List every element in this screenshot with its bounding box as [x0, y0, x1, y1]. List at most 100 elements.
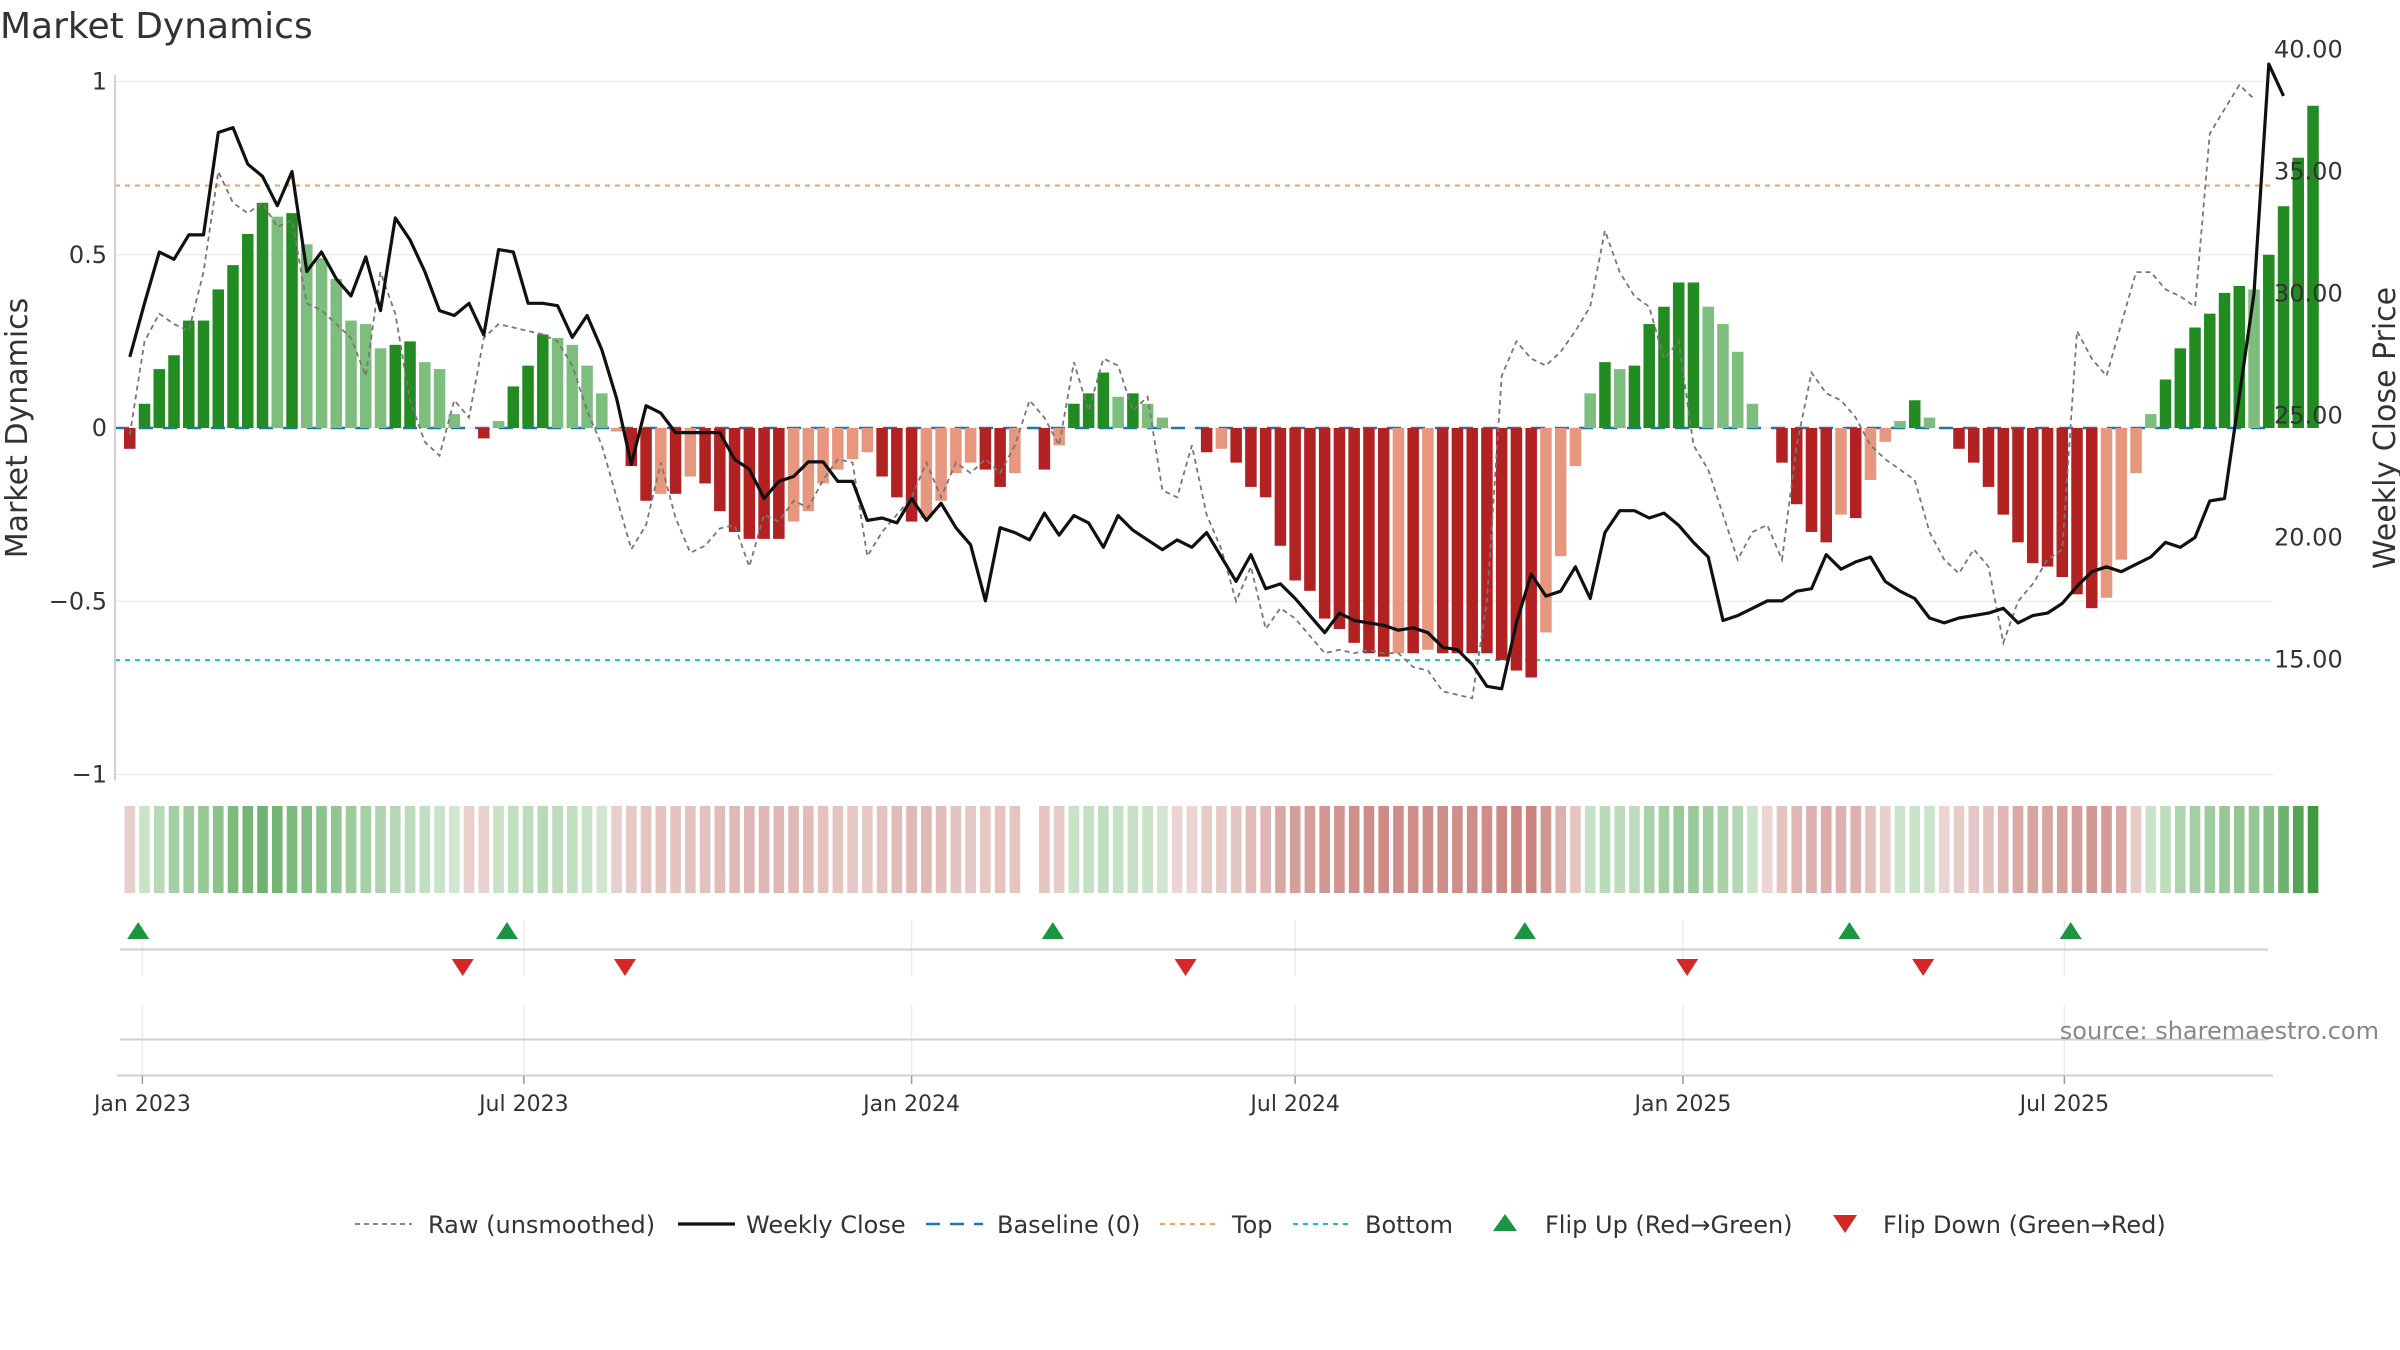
regime-cell [699, 806, 711, 893]
dynamics-bar [1849, 428, 1862, 519]
regime-cell [1363, 806, 1375, 893]
regime-cell [168, 806, 180, 893]
flip-up-marker [1041, 922, 1064, 939]
regime-cell [2145, 806, 2157, 893]
regime-cell [817, 806, 829, 893]
legend-item-flip_down: Flip Down (Green→Red) [1833, 1211, 2166, 1239]
dynamics-bar [1658, 306, 1670, 428]
dynamics-bar [1702, 306, 1714, 428]
regime-cell [286, 806, 298, 893]
regime-cell [1997, 806, 2009, 893]
flip-up-marker [1838, 922, 1861, 939]
grid-lines [115, 80, 2273, 1075]
dynamics-bar [2115, 428, 2128, 560]
regime-cell [1142, 806, 1153, 893]
dynamics-bar [964, 428, 977, 463]
dynamics-bar [684, 428, 697, 477]
regime-cell [1732, 806, 1744, 893]
dynamics-bar [1230, 428, 1242, 463]
date-tick-label: Jan 2025 [1632, 1092, 1731, 1117]
regime-cell [714, 806, 726, 893]
regime-cell [906, 806, 917, 893]
regime-cell [1570, 806, 1581, 893]
dynamics-bar [581, 365, 593, 428]
left-tick-label: −0.5 [49, 587, 107, 615]
dynamics-bar [1348, 428, 1360, 643]
regime-cell [2115, 806, 2127, 893]
dynamics-bar [1967, 428, 1980, 463]
source-label: source: sharemaestro.com [2060, 1017, 2379, 1045]
regime-cell [493, 806, 504, 893]
dynamics-bar [227, 265, 239, 428]
regime-cell [1717, 806, 1729, 893]
regime-cell [1289, 806, 1301, 893]
regime-cell [478, 806, 490, 893]
dynamics-bar [1053, 428, 1065, 446]
regime-cell [2160, 806, 2171, 893]
regime-cell [1171, 806, 1183, 893]
regime-cell [139, 806, 150, 893]
dynamics-bar [256, 202, 269, 428]
dynamics-bar [404, 341, 416, 428]
regime-cell [2056, 806, 2068, 893]
dynamics-bar [714, 428, 726, 512]
dynamics-bar [905, 428, 918, 522]
dynamics-bar [1835, 428, 1847, 515]
dynamics-bar [1068, 403, 1080, 428]
regime-cell [2189, 806, 2201, 893]
dynamics-bar [640, 428, 652, 501]
regime-cell [1776, 806, 1788, 893]
dynamics-bar [1333, 428, 1346, 629]
dynamics-bar [817, 428, 829, 484]
regime-cell [935, 806, 947, 893]
dynamics-bar [138, 403, 151, 428]
dynamics-bar [2159, 379, 2172, 428]
regime-cell [2130, 806, 2142, 893]
regime-cell [463, 806, 475, 893]
dynamics-bar [1097, 372, 1110, 428]
regime-cell [2248, 806, 2260, 893]
legend-swatch-flip-down [1833, 1215, 1857, 1233]
regime-cell [1437, 806, 1448, 893]
date-tick-label: Jan 2024 [861, 1092, 960, 1117]
regime-cell [1511, 806, 1522, 893]
regime-cell [507, 806, 519, 893]
regime-cell [1584, 806, 1596, 893]
regime-cell [1629, 806, 1640, 893]
regime-cell [1806, 806, 1817, 893]
regime-cell [1983, 806, 1994, 893]
regime-strip [124, 806, 2319, 893]
dynamics-bar [286, 213, 298, 428]
dynamics-bar [802, 428, 815, 512]
regime-cell [1009, 806, 1021, 893]
dynamics-bar [1200, 428, 1213, 453]
series-lines [128, 62, 2285, 700]
regime-cell [1525, 806, 1537, 893]
regime-cell [242, 806, 254, 893]
dynamics-bar [2145, 414, 2157, 428]
weekly-close-line [128, 62, 2285, 691]
regime-cell [1599, 806, 1611, 893]
dynamics-bar [891, 428, 903, 498]
regime-cell [2204, 806, 2216, 893]
regime-cell [522, 806, 534, 893]
regime-cell [448, 806, 460, 893]
dynamics-bar [1009, 428, 1021, 474]
regime-cell [1968, 806, 1980, 893]
dynamics-bar [345, 320, 357, 428]
dynamics-bar [1672, 282, 1685, 428]
regime-cell [1422, 806, 1434, 893]
dynamics-bar [655, 428, 667, 494]
dynamics-bar [389, 344, 402, 428]
flip-down-marker [1912, 959, 1935, 976]
dynamics-bar [2012, 428, 2024, 543]
dynamics-bar [1127, 393, 1139, 428]
dynamics-bar [1215, 428, 1228, 449]
regime-cell [611, 806, 622, 893]
regime-cell [2071, 806, 2083, 893]
dynamics-bar [1997, 428, 2010, 515]
dynamics-bar [1540, 428, 1552, 633]
right-axis-label: Weekly Close Price [2368, 287, 2400, 569]
flip-down-marker [451, 959, 474, 976]
regime-cell [1865, 806, 1876, 893]
